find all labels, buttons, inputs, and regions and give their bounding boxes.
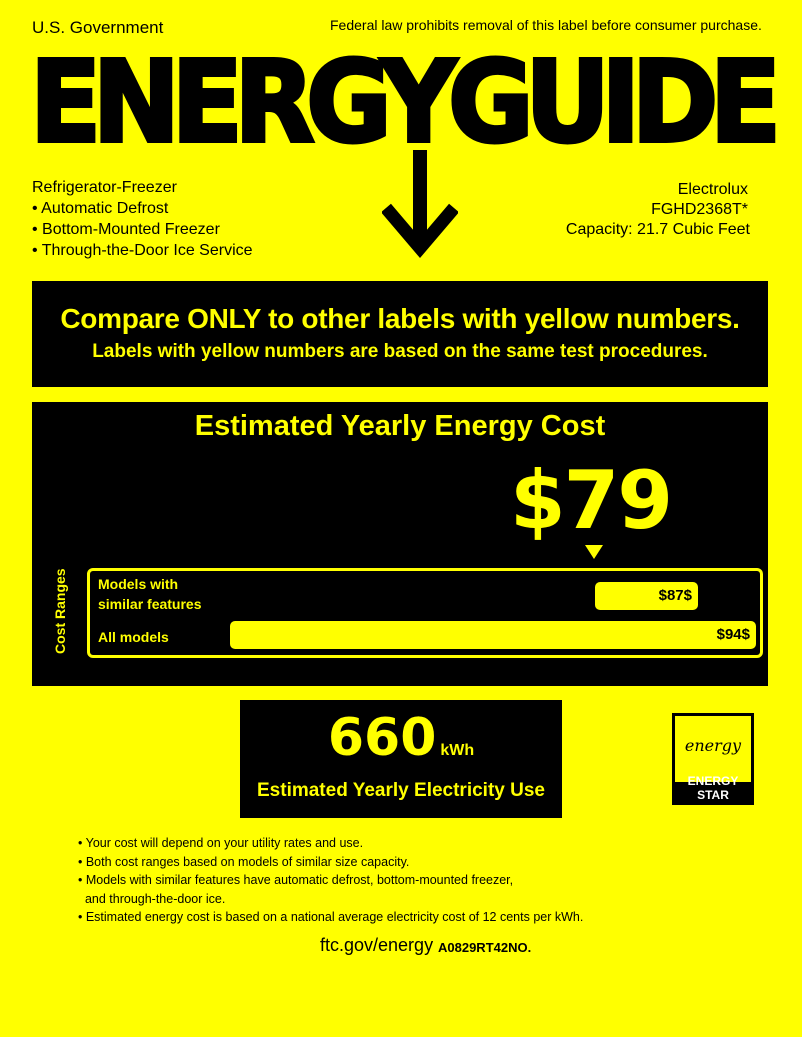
similar-models-label: Models with similar features [98,574,202,614]
note: and through-the-door ice. [78,891,226,906]
compare-banner: Compare ONLY to other labels with yellow… [32,281,768,387]
cost-value: $79 [510,454,673,547]
feature: • Bottom-Mounted Freezer [32,221,220,238]
all-models-label: All models [98,629,169,645]
note: • Estimated energy cost is based on a na… [78,910,584,924]
cost-title: Estimated Yearly Energy Cost [194,410,606,442]
electricity-value: 660 kWh [240,708,562,768]
capacity: Capacity: 21.7 Cubic Feet [565,221,750,238]
product-info: Electrolux FGHD2368T* Capacity: 21.7 Cub… [565,180,750,240]
cost-ranges-box: Models with similar features $87$ All mo… [87,568,763,658]
energy-star-logo: energy ENERGY STAR [672,713,754,805]
similar-models-bar: $87$ [595,582,698,610]
footnotes: • Your cost will depend on your utility … [78,834,583,927]
kwh-number: 660 [327,708,437,768]
electricity-label: Estimated Yearly Electricity Use [257,780,545,801]
cost-ranges-label: Cost Ranges [52,568,68,654]
part-number: A0829RT42NO. [438,940,532,955]
energyguide-title: ENERGYGUIDE [28,38,783,168]
similar-label-line1: Models with [98,576,179,592]
energy-star-text: ENERGY STAR [687,774,739,802]
model: FGHD2368T* [651,201,748,218]
energy-star-icon: energy [675,716,751,782]
cost-panel: Estimated Yearly Energy Cost $79 Cost Ra… [32,402,768,686]
ftc-link[interactable]: ftc.gov/energy [320,935,434,955]
compare-line1: Compare ONLY to other labels with yellow… [60,303,740,334]
law-notice: Federal law prohibits removal of this la… [330,17,762,33]
note: • Models with similar features have auto… [78,873,514,887]
similar-label-line2: similar features [98,596,202,612]
kwh-unit: kWh [440,742,475,759]
product-features: Refrigerator-Freezer • Automatic Defrost… [32,177,253,261]
electricity-panel: 660 kWh Estimated Yearly Electricity Use [240,700,562,818]
product-type: Refrigerator-Freezer [32,179,177,196]
government-label: U.S. Government [32,18,164,37]
note: • Your cost will depend on your utility … [78,836,364,850]
arrow-down-icon [382,150,458,259]
brand: Electrolux [677,181,748,198]
compare-line2: Labels with yellow numbers are based on … [92,341,708,362]
feature: • Through-the-Door Ice Service [32,242,253,259]
note: • Both cost ranges based on models of si… [78,854,410,869]
feature: • Automatic Defrost [32,200,169,217]
cost-pointer-icon [585,545,603,559]
all-models-bar: $94$ [230,621,756,649]
